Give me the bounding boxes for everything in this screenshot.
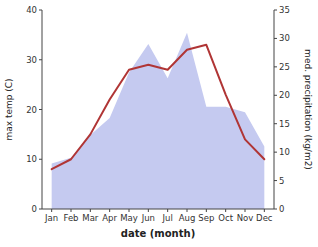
- y2-tick: [274, 10, 277, 11]
- x-tick: [51, 209, 52, 212]
- x-tick: [264, 209, 265, 212]
- x-tick-label: Aug: [179, 213, 196, 223]
- y2-tick: [274, 152, 277, 153]
- y2-tick: [274, 38, 277, 39]
- plot-area: [52, 33, 265, 209]
- y2-tick: [274, 95, 277, 96]
- x-tick-label: Jul: [162, 213, 173, 223]
- y-tick-label: 20: [26, 105, 37, 115]
- y2-tick-label: 25: [279, 62, 290, 72]
- x-tick-label: Sep: [198, 213, 214, 223]
- x-tick: [109, 209, 110, 212]
- x-tick: [245, 209, 246, 212]
- y-tick: [39, 10, 42, 11]
- x-tick-label: May: [120, 213, 138, 223]
- x-tick: [225, 209, 226, 212]
- y2-tick-label: 35: [279, 5, 290, 15]
- x-tick-label: Jan: [44, 213, 58, 223]
- y2-tick: [274, 66, 277, 67]
- x-tick: [90, 209, 91, 212]
- chart: 01020304005101520253035JanFebMarAprMayJu…: [0, 0, 318, 247]
- y2-tick: [274, 123, 277, 124]
- y2-tick-label: 10: [279, 147, 290, 157]
- y2-tick-label: 20: [279, 90, 290, 100]
- y-tick-label: 40: [26, 5, 37, 15]
- y2-tick-label: 5: [279, 176, 284, 186]
- x-tick: [187, 209, 188, 212]
- x-tick-label: Jun: [141, 213, 155, 223]
- temperature-line: [52, 45, 265, 169]
- y2-axis-label: med. precipitation (kg/m2): [303, 49, 313, 170]
- x-tick: [129, 209, 130, 212]
- y-tick: [39, 209, 42, 210]
- y-tick-label: 10: [26, 154, 37, 164]
- x-tick-label: Oct: [218, 213, 233, 223]
- y-axis-label: max temp (C): [4, 78, 14, 140]
- x-tick-label: Feb: [63, 213, 78, 223]
- x-tick-label: Mar: [82, 213, 99, 223]
- right-axis-line: [274, 10, 275, 209]
- x-tick: [206, 209, 207, 212]
- y2-tick: [274, 180, 277, 181]
- y-tick-label: 30: [26, 55, 37, 65]
- y2-tick-label: 15: [279, 119, 290, 129]
- x-tick-label: Dec: [256, 213, 273, 223]
- y2-tick-label: 0: [279, 204, 284, 214]
- y2-tick-label: 30: [279, 33, 290, 43]
- y-tick-label: 0: [32, 204, 37, 214]
- x-tick-label: Nov: [237, 213, 254, 223]
- x-axis-line: [42, 209, 274, 210]
- x-axis-label: date (month): [121, 228, 195, 239]
- y-tick: [39, 159, 42, 160]
- precipitation-area: [52, 33, 265, 209]
- x-tick: [71, 209, 72, 212]
- y-tick: [39, 109, 42, 110]
- x-tick-label: Apr: [102, 213, 117, 223]
- x-tick: [148, 209, 149, 212]
- x-tick: [167, 209, 168, 212]
- y-tick: [39, 59, 42, 60]
- y2-tick: [274, 209, 277, 210]
